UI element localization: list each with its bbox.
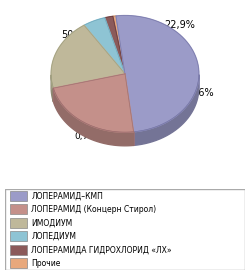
Text: Прочие: Прочие [32,259,61,268]
Bar [10,231,26,241]
Polygon shape [113,16,125,74]
Bar [10,245,26,255]
Text: ЛОПЕРАМИДА ГИДРОХЛОРИД «ЛХ»: ЛОПЕРАМИДА ГИДРОХЛОРИД «ЛХ» [32,245,172,254]
Polygon shape [54,88,134,146]
Text: 22,9%: 22,9% [164,20,195,30]
Polygon shape [51,25,125,88]
Bar [10,204,26,214]
Text: ЛОПЕРАМИД (Концерн Стирол): ЛОПЕРАМИД (Концерн Стирол) [32,205,156,214]
Polygon shape [116,16,199,132]
Text: ЛОПЕДИУМ: ЛОПЕДИУМ [32,232,76,241]
Polygon shape [54,74,134,132]
Text: 4,9%: 4,9% [139,124,162,133]
Bar [10,258,26,268]
Text: 0,7%: 0,7% [75,131,98,141]
Text: 1,8%: 1,8% [112,137,134,146]
Polygon shape [84,18,125,74]
Polygon shape [51,75,54,102]
Bar [10,218,26,228]
Bar [10,191,26,201]
Polygon shape [105,16,125,74]
Text: 19,6%: 19,6% [184,88,214,98]
Text: 50,1%: 50,1% [61,30,92,40]
Text: ИМОДИУМ: ИМОДИУМ [32,218,73,227]
Polygon shape [134,75,199,146]
Text: ЛОПЕРАМИД–КМП: ЛОПЕРАМИД–КМП [32,191,103,200]
